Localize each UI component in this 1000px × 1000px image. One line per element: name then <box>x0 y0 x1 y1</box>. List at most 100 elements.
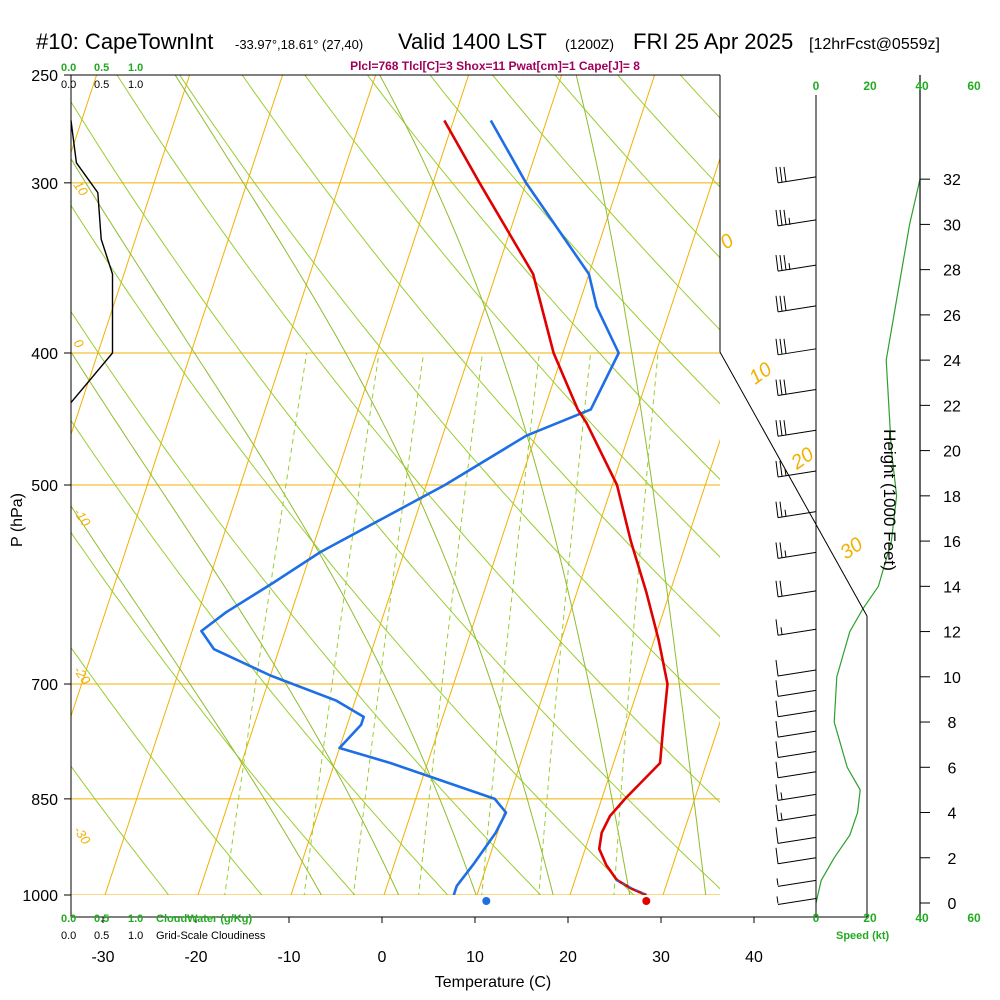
mixing-ratio-label: 3 <box>346 901 363 915</box>
isotherm <box>383 75 656 895</box>
mixing-ratio-label: 5 <box>411 901 428 915</box>
wind-barbs <box>775 166 817 905</box>
cloudiness-profile <box>70 120 114 404</box>
wind-barb <box>776 896 817 905</box>
wind-barb <box>775 209 817 227</box>
wind-barb <box>776 878 817 887</box>
x-tick-label: -10 <box>277 949 300 966</box>
dry-adiabat <box>367 75 720 481</box>
wind-barb <box>775 338 817 356</box>
dry-adiabats <box>71 75 720 895</box>
isotherm <box>290 75 563 895</box>
height-tick-label: 16 <box>943 534 961 551</box>
height-tick-label: 28 <box>943 263 961 280</box>
p-tick-label: 850 <box>31 792 58 809</box>
height-axis-title: Height (1000 Feet) <box>880 429 899 571</box>
dry-adiabat <box>116 75 720 804</box>
wind-barb <box>775 784 817 801</box>
cloudiness-scale-bottom: 0.0 0.5 1.0 Grid-Scale Cloudiness <box>61 930 266 942</box>
pressure-axis-ticks: 250 300 400 500 700 850 1000 <box>22 68 71 905</box>
cloudwater-tick: 1.0 <box>128 913 143 925</box>
dewpoint-profile <box>200 119 620 895</box>
dry-adiabat <box>492 75 720 331</box>
wind-barb <box>775 827 817 844</box>
dry-adiabat <box>71 646 263 895</box>
moist-adiabat <box>575 75 707 895</box>
speed-tick-top: 20 <box>863 79 877 93</box>
dry-adiabat <box>179 75 720 720</box>
speed-legend-label: Speed (kt) <box>836 930 890 942</box>
wind-barb <box>775 619 817 636</box>
moist-adiabat <box>174 75 554 895</box>
wind-barb <box>775 379 817 397</box>
valid-time: Valid 1400 LST <box>398 29 547 54</box>
cloudiness-tick: 0.5 <box>94 930 109 942</box>
isotherm <box>746 75 1000 924</box>
x-tick-label: 0 <box>378 949 387 966</box>
isotherm <box>197 75 470 895</box>
height-tick-label: 20 <box>943 444 961 461</box>
isotherm <box>104 75 377 895</box>
background-grid <box>71 75 1000 924</box>
surface-temperature-marker <box>642 897 651 905</box>
wind-barb <box>775 659 817 677</box>
cloudiness-tick: 0.0 <box>61 79 76 91</box>
cloudiness-scale-top: 0.0 0.5 1.0 <box>61 79 143 91</box>
wind-barb <box>775 680 817 697</box>
speed-tick-top: 60 <box>967 79 981 93</box>
wind-barb <box>775 460 817 478</box>
height-tick-label: 4 <box>948 806 957 823</box>
speed-tick-bottom: 60 <box>967 911 981 925</box>
right-isotherm-label: 10 <box>745 358 776 389</box>
x-tick-label: 30 <box>652 949 670 966</box>
cloudiness-legend-label: Grid-Scale Cloudiness <box>156 930 266 942</box>
mixing-ratio-line <box>303 352 380 895</box>
p-tick-label: 400 <box>31 346 58 363</box>
dry-adiabat <box>71 531 356 895</box>
cloudiness-tick: 0.5 <box>94 79 109 91</box>
p-tick-label: 300 <box>31 176 58 193</box>
dry-adiabat <box>71 419 449 895</box>
speed-tick-bottom: 40 <box>915 911 929 925</box>
y-axis-title: P (hPa) <box>9 493 26 547</box>
dry-adiabat <box>429 75 720 405</box>
height-tick-label: 30 <box>943 217 961 234</box>
wind-barb <box>775 501 817 519</box>
forecast-info: [12hrFcst@0559z] <box>809 36 940 53</box>
mixing-ratio-line <box>538 352 592 895</box>
height-tick-label: 24 <box>943 353 961 370</box>
mixing-ratio-label: 12 <box>532 894 553 915</box>
x-tick-label: 40 <box>745 949 763 966</box>
wind-barb <box>775 741 817 758</box>
mixing-ratio-line <box>481 352 540 895</box>
wind-barb <box>775 295 817 313</box>
height-tick-label: 18 <box>943 489 961 506</box>
right-isotherm-label: 20 <box>786 443 818 474</box>
mixing-ratio-line <box>613 352 659 895</box>
cloudiness-tick: 0.0 <box>61 930 76 942</box>
p-tick-label: 700 <box>31 677 58 694</box>
wind-barb <box>775 761 817 779</box>
height-tick-label: 10 <box>943 670 961 687</box>
cloudwater-tick: 0.5 <box>94 913 109 925</box>
mixing-ratio-line <box>352 352 425 895</box>
mixing-ratio-line <box>418 352 483 895</box>
isotherm <box>71 75 191 436</box>
wind-barb <box>775 542 817 559</box>
wind-barb <box>775 721 817 738</box>
parcel-path <box>614 879 646 895</box>
x-axis-title: Temperature (C) <box>435 974 551 991</box>
height-tick-label: 6 <box>948 760 957 777</box>
mixing-ratio-line <box>224 352 308 895</box>
isotherm <box>662 720 720 895</box>
cloudwater-tick: 0.5 <box>94 62 109 74</box>
cloudiness-tick: 1.0 <box>128 79 143 91</box>
x-tick-label: 20 <box>559 949 577 966</box>
wind-speed-profile <box>815 179 920 904</box>
isotherm <box>71 75 284 718</box>
dry-adiabat <box>71 765 170 895</box>
dry-adiabat <box>71 310 542 895</box>
